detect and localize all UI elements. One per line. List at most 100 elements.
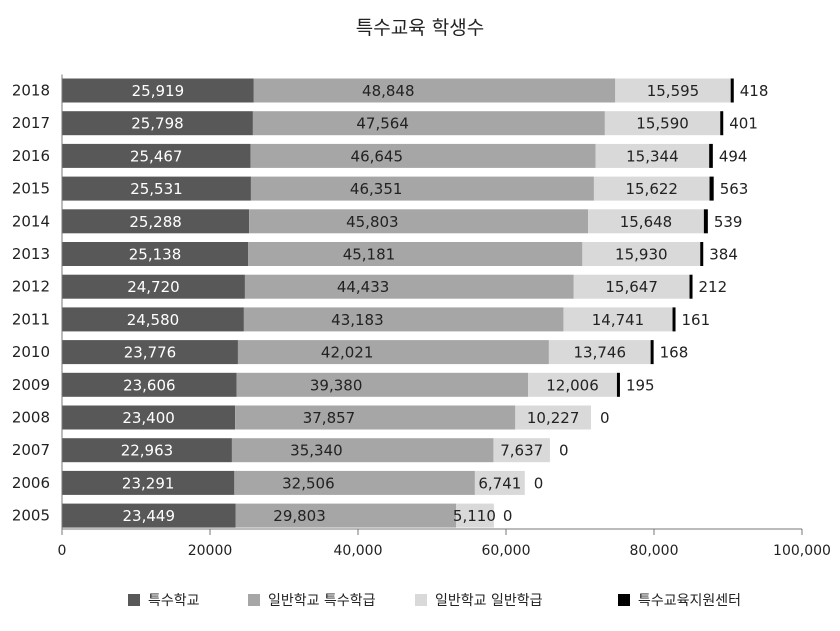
data-label: 29,803 [273,507,326,525]
data-label: 25,288 [129,213,182,231]
chart-title: 특수교육 학생수 [356,17,484,39]
y-tick-label: 2007 [12,441,50,459]
bar-segment [474,470,525,495]
y-tick-label: 2017 [12,114,50,132]
data-label: 15,647 [605,278,658,296]
data-label: 15,595 [647,82,700,100]
bar-segment [62,503,236,528]
bar-segment [62,242,249,266]
bar-segment [248,242,583,266]
legend-label: 일반학교 일반학급 [435,593,543,609]
y-tick-label: 2012 [12,278,50,296]
legend-swatch [248,594,260,606]
data-label: 37,857 [303,409,356,427]
data-label: 12,006 [546,376,599,394]
data-label: 42,021 [321,344,374,362]
bar-segment [730,78,734,103]
data-label: 161 [682,311,711,329]
bar-segment [62,340,238,365]
data-label: 0 [534,474,544,492]
bar-segment [235,405,516,430]
bar-segment [62,176,251,201]
data-label: 39,380 [310,376,363,394]
data-label: 25,138 [129,246,182,264]
legend: 특수학교 일반학교 특수학급 일반학교 일반학급 특수교육지원센터 [128,593,741,609]
bar-segment [62,470,235,495]
bar-segment [672,307,676,332]
data-label: 494 [719,147,748,165]
data-label: 0 [559,442,569,460]
data-label: 24,580 [127,311,180,329]
bar-segment [573,274,690,299]
y-tick-label: 2010 [12,343,50,361]
bar-segment [595,143,710,168]
bar-segment [236,372,529,397]
data-label: 24,720 [127,278,180,296]
bars-layer: 2018 25,919 48,848 15,595 418 2017 25,798 47,56… [12,78,769,528]
data-label: 7,637 [500,442,543,460]
data-label: 32,506 [282,474,335,492]
bar-segment [253,78,616,103]
data-label: 13,746 [574,344,627,362]
data-label: 23,449 [123,507,176,525]
x-axis: 0 20000 40,000 60,000 80,000 100,000 [58,74,831,559]
x-tick-label: 60,000 [482,543,531,559]
data-label: 6,741 [478,474,521,492]
bar-segment [244,274,574,299]
y-tick-label: 2008 [12,409,50,427]
data-label: 5,110 [453,507,496,525]
bar-segment [237,340,549,365]
y-tick-label: 2015 [12,180,50,198]
bar-segment [243,307,564,332]
x-tick-label: 100,000 [773,543,831,559]
x-tick-label: 40,000 [334,543,383,559]
bar-segment [62,405,236,430]
y-tick-label: 2013 [12,245,50,263]
bar-segment [720,111,724,136]
data-label: 45,181 [343,246,396,264]
data-label: 168 [660,344,689,362]
legend-swatch [128,594,140,606]
bar-segment [582,242,701,266]
data-label: 0 [600,409,610,427]
data-label: 0 [503,507,513,525]
data-label: 44,433 [337,278,390,296]
bar-segment [456,503,494,528]
bar-segment [515,405,591,430]
y-tick-label: 2016 [12,147,50,165]
bar-segment [231,438,494,463]
y-tick-label: 2006 [12,474,50,492]
y-tick-label: 2014 [12,212,50,230]
data-label: 46,645 [351,147,404,165]
data-label: 10,227 [527,409,580,427]
bar-segment [493,438,550,463]
bar-segment [234,470,475,495]
data-label: 25,467 [130,147,183,165]
legend-label: 특수교육지원센터 [638,593,741,609]
data-label: 48,848 [362,82,415,100]
data-label: 25,531 [130,180,183,198]
y-tick-label: 2005 [12,507,50,525]
data-label: 46,351 [350,180,403,198]
data-label: 43,183 [331,311,384,329]
legend-label: 특수학교 [148,593,200,609]
data-label: 23,291 [122,474,175,492]
data-label: 25,919 [132,82,185,100]
bar-segment [604,111,721,136]
bar-segment [593,176,710,201]
bar-segment [689,274,693,299]
data-label: 23,776 [124,344,177,362]
bar-segment [528,372,617,397]
bar-segment [563,307,673,332]
data-label: 418 [740,82,769,100]
bar-segment [62,372,237,397]
x-tick-label: 0 [58,543,67,559]
data-label: 15,590 [636,115,689,133]
bar-segment [249,209,589,234]
x-tick-label: 80,000 [630,543,679,559]
data-label: 384 [709,246,738,264]
bar-segment [62,78,254,103]
data-label: 22,963 [121,442,174,460]
data-label: 45,803 [346,213,399,231]
